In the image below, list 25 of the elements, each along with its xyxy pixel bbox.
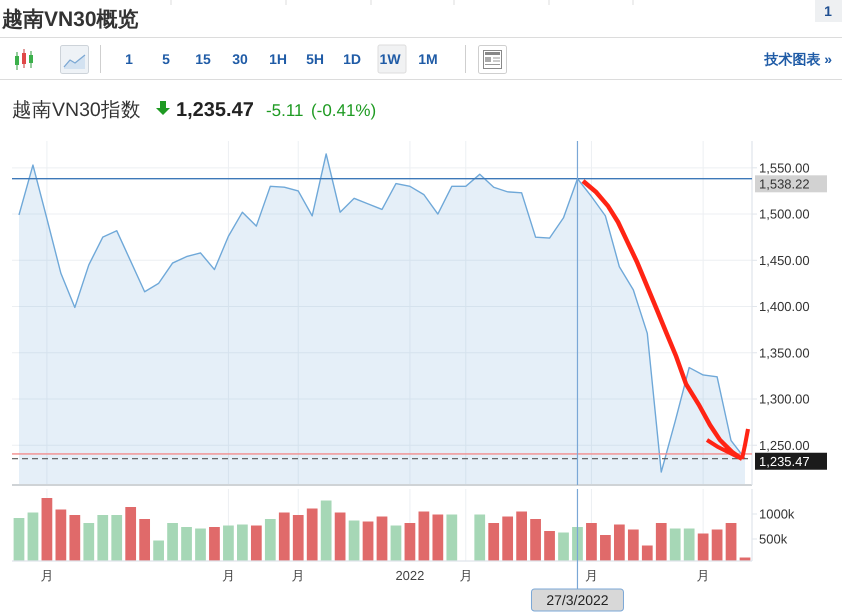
y-tick-label: 500k <box>759 532 788 547</box>
x-tick-label: 月 <box>696 568 710 583</box>
y-tick-label: 1,450.00 <box>759 252 810 268</box>
ref-line-label: 1,538.22 <box>759 176 810 192</box>
x-tick-label: 月 <box>222 568 235 583</box>
y-tick-label: 1,500.00 <box>759 206 810 222</box>
x-tick-label: 月 <box>40 568 54 583</box>
y-tick-label: 1,350.00 <box>759 345 810 360</box>
chart-title: 越南VN30概览 <box>1 8 139 31</box>
y-tick-label: 1,250.00 <box>759 438 810 453</box>
x-tick-label: 27/3/2022 <box>546 592 609 608</box>
text: 1,235.47 <box>176 99 254 121</box>
x-tick-label: 月 <box>292 568 305 583</box>
x-tick-label: 月 <box>459 568 472 583</box>
chart-subtitle: 越南VN30指数 <box>12 99 141 121</box>
ref-line-label: 1,235.47 <box>759 454 810 469</box>
y-tick-label: 1,300.00 <box>759 392 810 407</box>
text: (-0.41%) <box>311 101 376 120</box>
text: -5.11 <box>266 101 304 120</box>
y-tick-label: 1,550.00 <box>759 160 810 176</box>
y-tick-label: 1000k <box>759 506 795 522</box>
x-tick-label: 2022 <box>395 568 424 583</box>
y-tick-label: 1,400.00 <box>759 299 810 314</box>
x-tick-label: 月 <box>584 568 598 583</box>
badge: 1 <box>815 0 842 22</box>
